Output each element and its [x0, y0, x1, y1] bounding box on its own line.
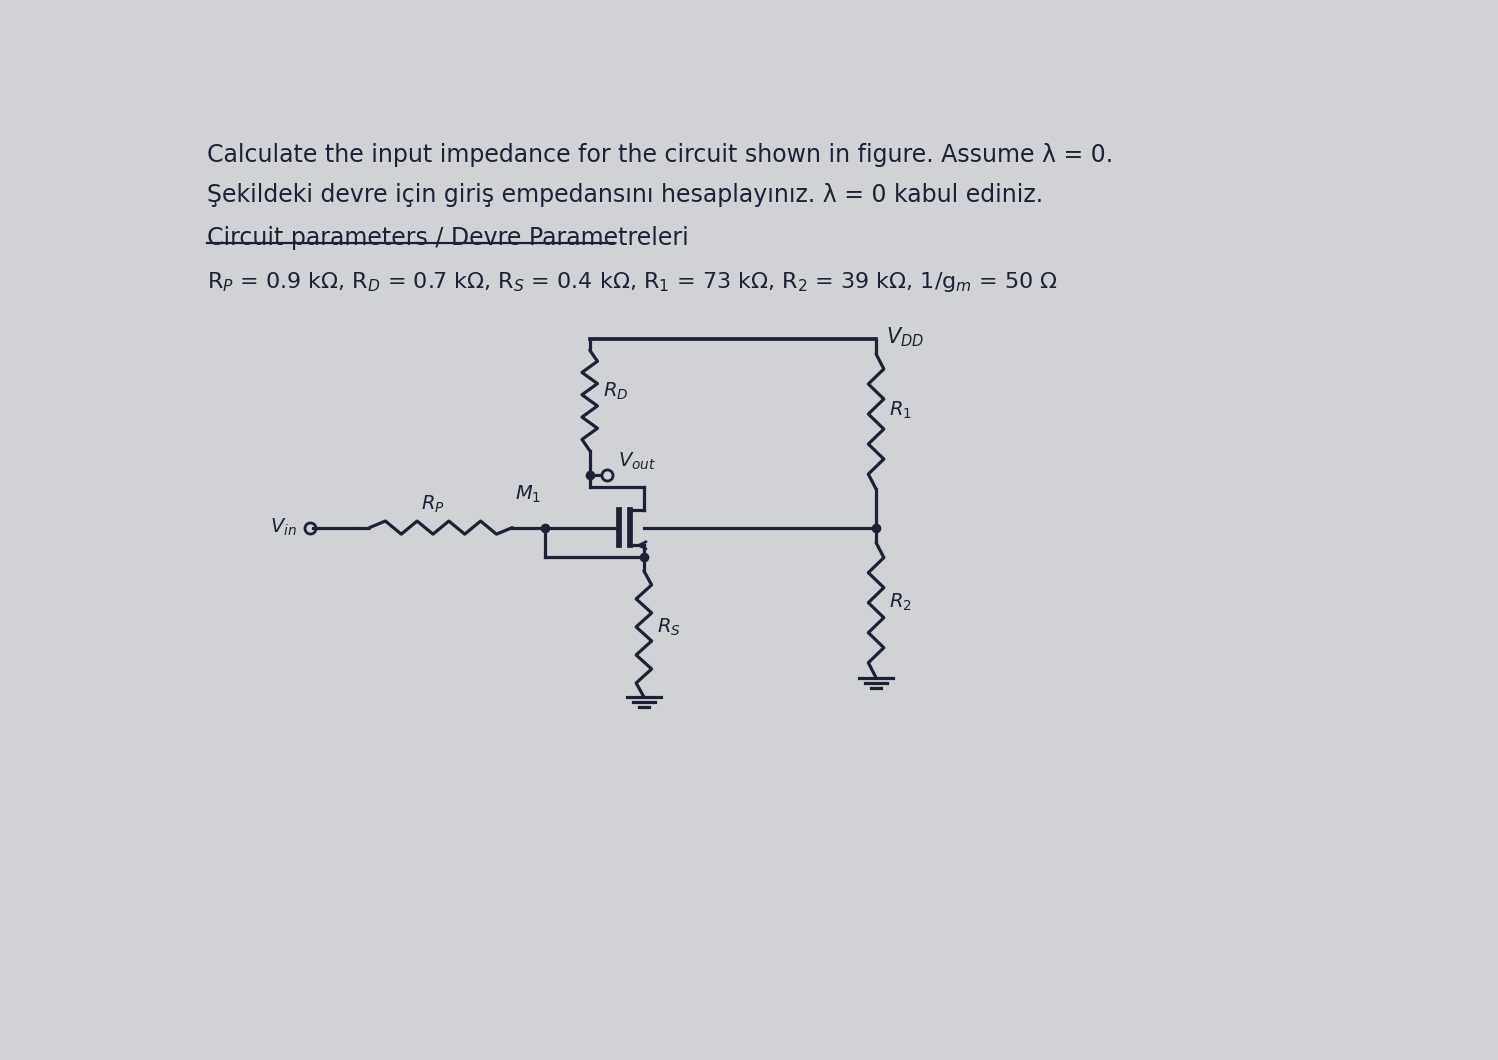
Text: $V_{out}$: $V_{out}$: [617, 450, 656, 472]
Text: $V_{in}$: $V_{in}$: [270, 517, 297, 538]
Text: $V_{DD}$: $V_{DD}$: [887, 325, 924, 349]
Text: Circuit parameters / Devre Parametreleri: Circuit parameters / Devre Parametreleri: [207, 226, 689, 250]
Text: $M_1$: $M_1$: [515, 483, 541, 505]
Text: $R_S$: $R_S$: [658, 616, 680, 637]
Text: $R_2$: $R_2$: [890, 593, 912, 614]
Text: Şekildeki devre için giriş empedansını hesaplayınız. λ = 0 kabul ediniz.: Şekildeki devre için giriş empedansını h…: [207, 183, 1043, 208]
Text: R$_P$ = 0.9 k$\Omega$, R$_D$ = 0.7 k$\Omega$, R$_S$ = 0.4 k$\Omega$, R$_1$ = 73 : R$_P$ = 0.9 k$\Omega$, R$_D$ = 0.7 k$\Om…: [207, 269, 1058, 294]
Text: Calculate the input impedance for the circuit shown in figure. Assume λ = 0.: Calculate the input impedance for the ci…: [207, 143, 1113, 166]
Text: $R_D$: $R_D$: [602, 381, 628, 402]
Text: $R_P$: $R_P$: [421, 494, 445, 515]
Text: $R_1$: $R_1$: [890, 400, 912, 421]
